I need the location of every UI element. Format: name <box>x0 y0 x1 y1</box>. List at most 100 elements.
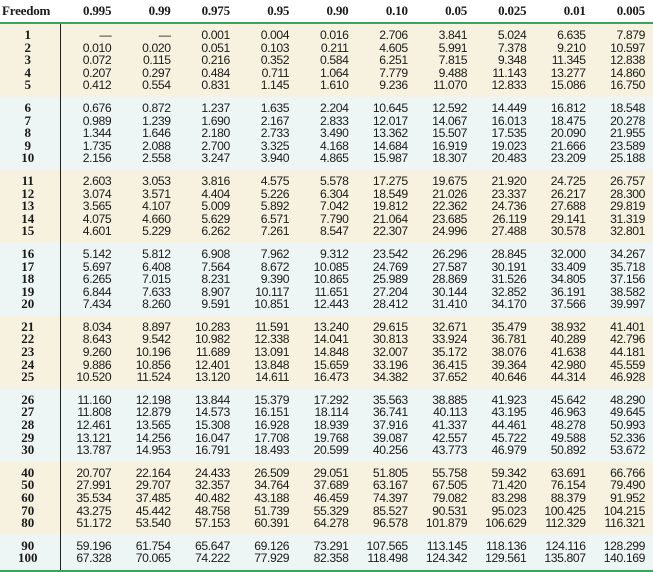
value-cell: 4.605 <box>356 41 416 55</box>
value-cell: 66.766 <box>593 461 653 480</box>
table-row: 8 1.344 1.646 2.180 2.733 3.490 13.362 15.507 17… <box>0 126 653 140</box>
column-header: 0.90 <box>297 0 357 24</box>
value-cell: 112.329 <box>534 517 594 535</box>
value-cell: 7.261 <box>237 225 298 243</box>
degrees-of-freedom-cell: 26 <box>0 388 61 407</box>
value-cell: 1.239 <box>119 114 179 128</box>
row-group: 90 59.196 61.754 65.647 69.126 73.291 107.565 1… <box>0 534 653 572</box>
value-cell: 71.420 <box>475 479 535 492</box>
value-cell: 9.260 <box>60 346 120 359</box>
value-cell: 14.684 <box>356 140 416 153</box>
value-cell: 37.689 <box>297 479 357 492</box>
value-cell: 101.879 <box>415 517 476 535</box>
value-cell: 7.962 <box>237 242 298 261</box>
value-cell: 9.591 <box>178 298 238 316</box>
value-cell: 34.805 <box>534 273 594 286</box>
value-cell: 16.750 <box>593 79 653 97</box>
value-cell: 32.852 <box>475 286 535 299</box>
table-row: 80 51.172 53.540 57.153 60.391 64.278 96.578 10… <box>0 516 653 535</box>
value-cell: 46.459 <box>297 492 357 505</box>
value-cell: 31.410 <box>415 298 476 316</box>
value-cell: 22.164 <box>119 461 179 480</box>
value-cell: 33.924 <box>415 333 476 347</box>
value-cell: 40.289 <box>534 333 594 347</box>
value-cell: 5.009 <box>178 200 238 213</box>
value-cell: 14.860 <box>593 67 653 80</box>
value-cell: 42.980 <box>534 359 594 372</box>
value-cell: 51.172 <box>60 517 120 535</box>
value-cell: 9.210 <box>534 41 594 55</box>
degrees-of-freedom-cell: 16 <box>0 242 61 261</box>
value-cell: 0.001 <box>178 23 238 42</box>
table-row: 90 59.196 61.754 65.647 69.126 73.291 107.565 1… <box>0 534 653 553</box>
value-cell: 5.142 <box>60 242 120 261</box>
value-cell: 9.886 <box>60 359 120 372</box>
row-group: 1— —0.001 0.004 0.016 2.706 3.841 5.024 6.635 7.… <box>0 23 653 97</box>
value-cell: 64.278 <box>297 517 357 535</box>
row-group: 40 20.707 22.164 24.433 26.509 29.051 51.805 55… <box>0 461 653 535</box>
column-header: 0.025 <box>475 0 535 24</box>
value-cell: 52.336 <box>593 432 653 445</box>
table-row: 27 11.808 12.879 14.573 16.151 18.114 36.741 40… <box>0 406 653 420</box>
value-cell: 45.559 <box>593 359 653 372</box>
degrees-of-freedom-cell: 25 <box>0 370 61 389</box>
table-row: 4 0.207 0.297 0.484 0.711 1.064 7.779 9.488 11.1… <box>0 66 653 80</box>
degrees-of-freedom-cell: 21 <box>0 315 61 334</box>
degrees-of-freedom-cell: 22 <box>0 333 61 347</box>
value-cell: 0.554 <box>119 79 179 97</box>
value-cell: 0.207 <box>60 67 120 80</box>
value-cell: 26.217 <box>534 187 594 201</box>
value-cell: 0.412 <box>60 79 120 97</box>
value-cell: 37.916 <box>356 419 416 432</box>
value-cell: 12.401 <box>178 359 238 372</box>
value-cell: 13.844 <box>178 388 238 407</box>
value-cell: 5.812 <box>119 242 179 261</box>
value-cell: 16.151 <box>237 406 298 420</box>
value-cell: 0.989 <box>60 114 120 128</box>
value-cell: 7.790 <box>297 213 357 226</box>
value-cell: 29.141 <box>534 213 594 226</box>
value-cell: 18.307 <box>415 152 476 170</box>
value-cell: 10.520 <box>60 371 120 389</box>
value-cell: 1.064 <box>297 67 357 80</box>
value-cell: 49.588 <box>534 432 594 445</box>
value-cell: 35.479 <box>475 315 535 334</box>
value-cell: 16.812 <box>534 96 594 115</box>
value-cell: 6.265 <box>60 273 120 286</box>
value-cell: 83.298 <box>475 492 535 505</box>
value-cell: 16.013 <box>475 114 535 128</box>
value-cell: 10.982 <box>178 333 238 347</box>
value-cell: 6.251 <box>356 54 416 67</box>
value-cell: 6.408 <box>119 260 179 274</box>
value-cell: 1.646 <box>119 127 179 140</box>
value-cell: 128.299 <box>593 534 653 553</box>
value-cell: 12.198 <box>119 388 179 407</box>
value-cell: 9.488 <box>415 67 476 80</box>
value-cell: 14.848 <box>297 346 357 359</box>
value-cell: 8.260 <box>119 298 179 316</box>
table-row: 20 7.434 8.260 9.591 10.851 12.443 28.412 31.41… <box>0 297 653 316</box>
value-cell: 4.865 <box>297 152 357 170</box>
value-cell: 82.358 <box>297 552 357 572</box>
value-cell: 11.160 <box>60 388 120 407</box>
value-cell: 7.633 <box>119 286 179 299</box>
value-cell: 23.589 <box>593 140 653 153</box>
value-cell: 12.443 <box>297 298 357 316</box>
value-cell: 22.362 <box>415 200 476 213</box>
value-cell: — <box>119 23 179 42</box>
value-cell: 63.167 <box>356 479 416 492</box>
value-cell: 19.023 <box>475 140 535 153</box>
value-cell: 10.851 <box>237 298 298 316</box>
value-cell: 10.856 <box>119 359 179 372</box>
value-cell: 19.768 <box>297 432 357 445</box>
value-cell: 0.020 <box>119 41 179 55</box>
value-cell: 4.107 <box>119 200 179 213</box>
degrees-of-freedom-cell: 90 <box>0 534 61 553</box>
value-cell: 14.256 <box>119 432 179 445</box>
value-cell: 16.791 <box>178 444 238 462</box>
value-cell: 16.473 <box>297 371 357 389</box>
value-cell: 43.188 <box>237 492 298 505</box>
table-row: 60 35.534 37.485 40.482 43.188 46.459 74.397 79… <box>0 491 653 505</box>
value-cell: 41.401 <box>593 315 653 334</box>
value-cell: 18.549 <box>356 187 416 201</box>
